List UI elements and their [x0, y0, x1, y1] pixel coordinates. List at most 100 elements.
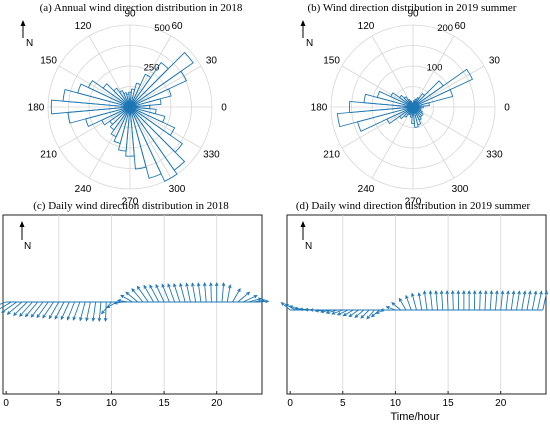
polar-bar: [336, 106, 414, 128]
wind-arrow: [500, 290, 505, 311]
wind-arrow: [209, 281, 213, 303]
north-label-c: N: [24, 241, 31, 252]
wind-arrow: [42, 301, 54, 319]
north-label-b: N: [306, 38, 313, 49]
wind-arrow: [354, 309, 365, 318]
wind-arrow: [248, 297, 263, 303]
polar-bar: [129, 106, 157, 115]
wind-arrow: [445, 289, 450, 311]
polar-grid-spoke: [412, 106, 455, 179]
angle-tick-label: 0: [504, 103, 510, 114]
angle-tick-label: 60: [454, 21, 466, 32]
wind-arrow: [428, 290, 433, 311]
wind-arrow: [331, 309, 343, 315]
north-label-d: N: [305, 241, 312, 252]
angle-tick-label: 300: [169, 184, 186, 195]
north-arrow-icon-a: [20, 20, 26, 38]
angle-tick-label: 150: [323, 56, 340, 67]
polar-bar: [129, 82, 141, 108]
polar-bar: [50, 99, 131, 115]
north-arrow-icon-d: [300, 221, 306, 240]
polar-chart-a: 0 30 60 90 120 150 180 210 240 270 300 330 250 500: [28, 9, 228, 208]
polar-grid-spoke: [371, 106, 414, 179]
wind-arrow: [226, 284, 232, 303]
wind-arrow: [0, 301, 12, 310]
x-tick-label: 0: [3, 398, 9, 409]
angle-tick-label: 330: [486, 150, 503, 161]
wind-arrow: [167, 283, 176, 303]
polar-bar: [101, 106, 131, 126]
radial-tick-label: 100: [427, 62, 443, 73]
wind-arrow: [542, 290, 548, 311]
wind-arrow: [309, 308, 322, 312]
x-tick-label: 20: [211, 398, 223, 409]
wind-arrow: [30, 301, 44, 318]
angle-tick-label: 180: [28, 103, 45, 114]
wind-arrow: [521, 290, 527, 311]
wind-arrow: [116, 299, 128, 303]
angle-tick-label: 120: [358, 21, 375, 32]
wind-arrow: [242, 295, 258, 303]
polar-bar: [129, 73, 152, 108]
wind-arrow: [379, 308, 391, 312]
polar-bar: [412, 80, 444, 108]
x-tick-label: 15: [443, 398, 455, 409]
wind-arrow: [149, 284, 160, 303]
wind-arrow: [113, 301, 123, 305]
wind-arrow: [280, 302, 291, 311]
wind-arrow: [391, 302, 401, 311]
wind-arrow: [24, 301, 39, 318]
x-tick-label: 15: [159, 398, 171, 409]
wind-arrow: [526, 290, 532, 311]
polar-bar: [403, 106, 414, 118]
plot-frame-d: [286, 214, 547, 395]
polar-grid-spoke: [88, 35, 131, 108]
angle-tick-label: 30: [489, 56, 501, 67]
polar-bar: [412, 106, 422, 121]
wind-arrow: [348, 309, 359, 318]
quiver-chart-c: 0 5 10 15 20: [0, 215, 270, 409]
wind-arrow: [54, 301, 65, 320]
angle-tick-label: 240: [358, 184, 375, 195]
wind-arrow: [6, 301, 23, 315]
wind-arrow: [179, 282, 186, 303]
title-a: (a) Annual wind direction distribution i…: [40, 2, 243, 14]
wind-arrow: [120, 294, 133, 303]
polar-grid-spoke: [129, 65, 202, 108]
wind-arrow: [314, 308, 328, 313]
polar-bar: [85, 106, 131, 128]
wind-arrow: [48, 301, 60, 320]
title-c: (c) Daily wind direction distribution in…: [33, 200, 229, 212]
polar-grid-spoke: [129, 106, 202, 149]
x-tick-label: 10: [106, 398, 118, 409]
wind-arrow: [191, 282, 197, 303]
angle-tick-label: 120: [75, 21, 92, 32]
polar-grid-spoke: [412, 106, 485, 149]
north-arrow-icon-b: [300, 20, 306, 38]
wind-arrow: [478, 289, 483, 311]
wind-arrow: [456, 289, 461, 311]
wind-arrow: [13, 301, 28, 317]
radial-tick-label: 200: [437, 23, 453, 34]
wind-arrow: [467, 289, 471, 310]
polar-bar: [67, 106, 131, 124]
angle-tick-label: 270: [405, 197, 422, 208]
wind-arrow: [320, 309, 333, 314]
polar-bar: [412, 106, 422, 110]
wind-arrow: [385, 305, 396, 311]
polar-bar: [129, 106, 184, 153]
wind-arrow: [66, 301, 76, 321]
polar-grid-spoke: [341, 65, 414, 108]
wind-arrow: [91, 301, 97, 322]
polar-grid-spoke: [58, 106, 131, 149]
polar-grid-spoke: [129, 106, 172, 179]
wind-arrow: [221, 282, 226, 303]
polar-bar: [412, 98, 418, 108]
wind-arrow: [36, 301, 49, 319]
wind-arrow: [97, 301, 102, 322]
quiver-chart-d: 0 5 10 15 20: [280, 215, 548, 409]
wind-arrow: [125, 291, 139, 303]
polar-bar: [398, 106, 414, 120]
angle-tick-label: 270: [122, 197, 139, 208]
angle-tick-label: 300: [452, 184, 469, 195]
